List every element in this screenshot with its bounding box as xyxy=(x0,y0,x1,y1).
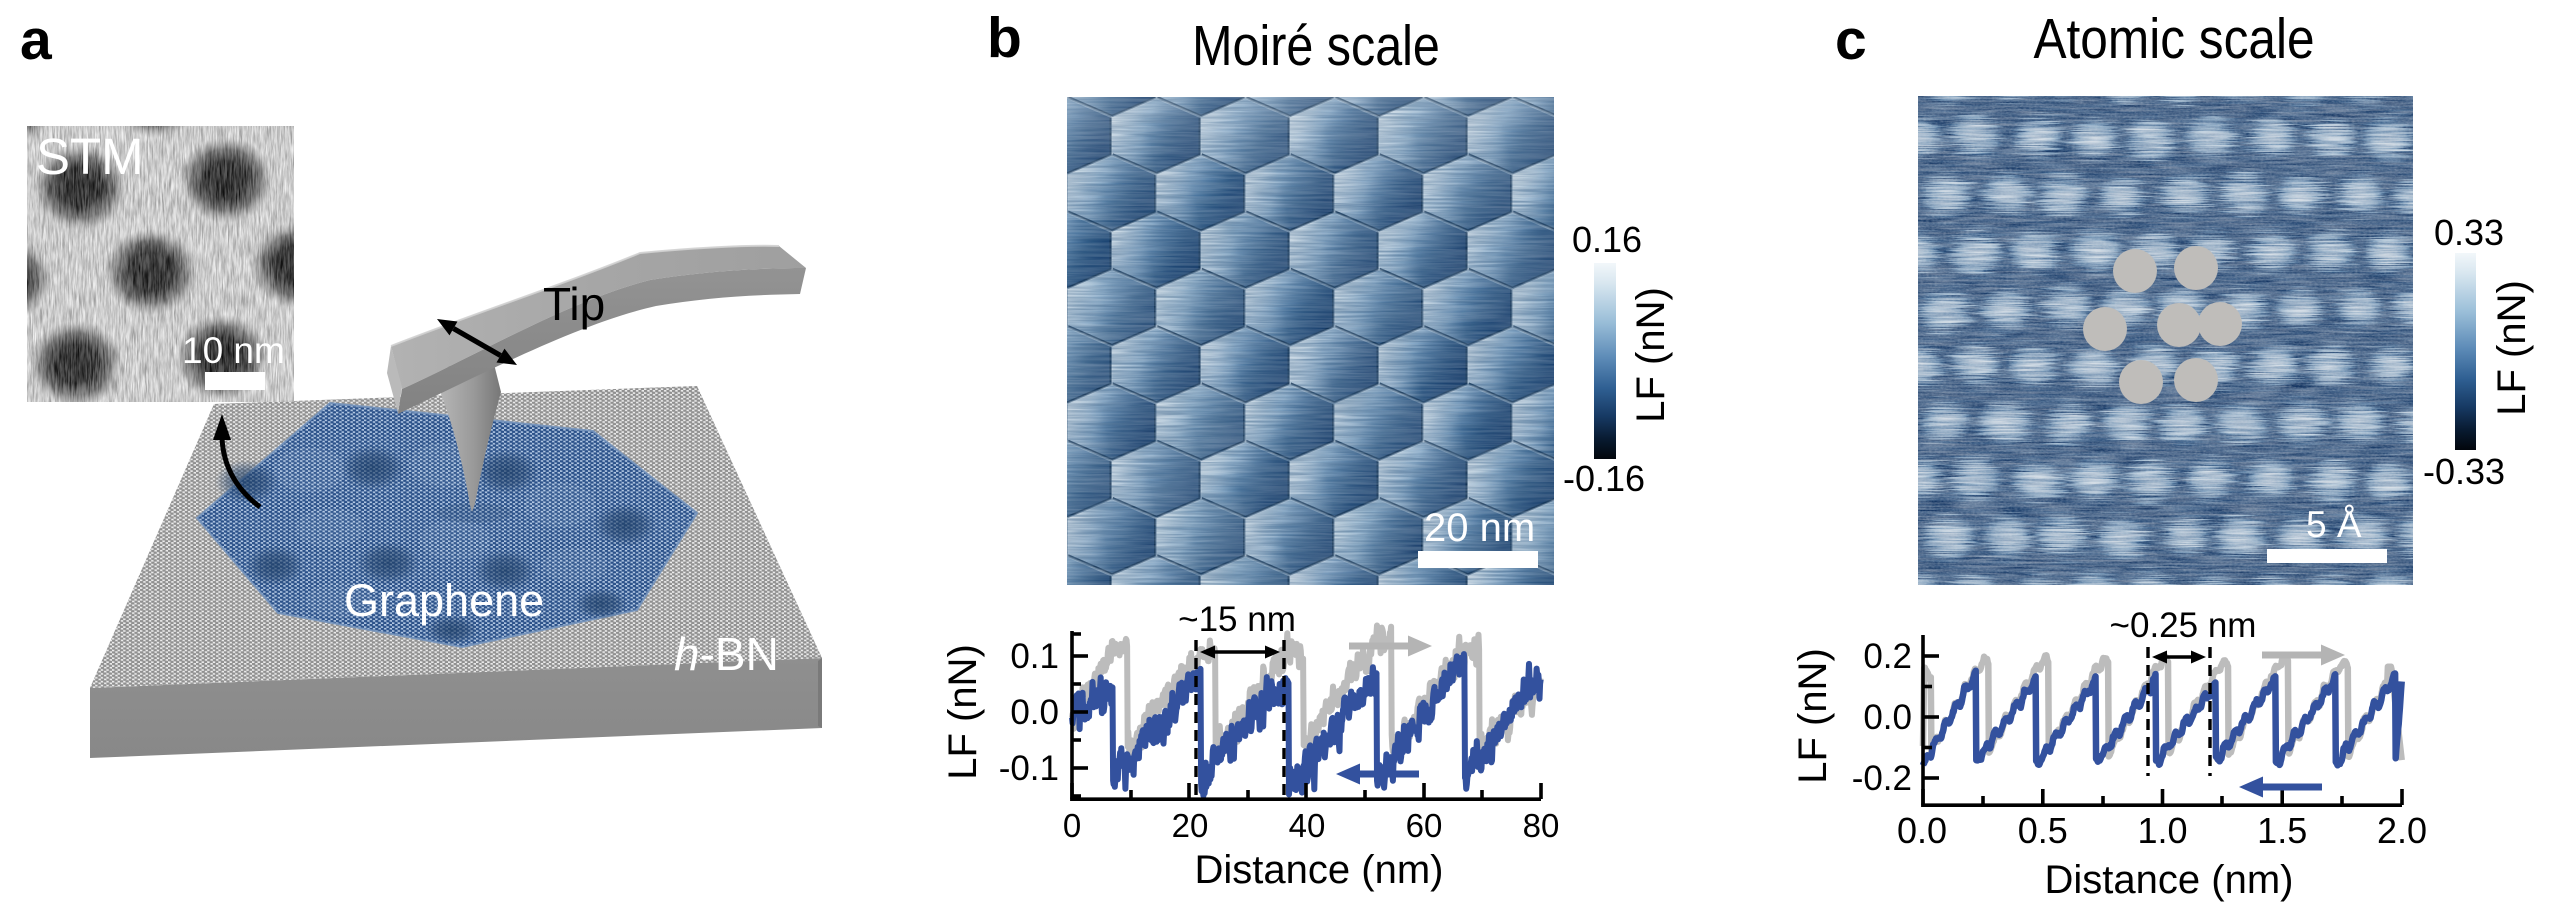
svg-text:20 nm: 20 nm xyxy=(1424,506,1535,550)
svg-text:~15 nm: ~15 nm xyxy=(1178,600,1296,639)
svg-text:60: 60 xyxy=(1406,807,1443,844)
svg-text:~0.25 nm: ~0.25 nm xyxy=(2110,606,2257,645)
svg-text:-0.2: -0.2 xyxy=(1852,759,1912,798)
svg-text:Distance (nm): Distance (nm) xyxy=(1195,848,1444,892)
svg-text:10 nm: 10 nm xyxy=(182,330,285,371)
svg-text:2.0: 2.0 xyxy=(2377,810,2427,851)
svg-text:-0.1: -0.1 xyxy=(999,749,1059,788)
svg-text:80: 80 xyxy=(1523,807,1560,844)
svg-text:LF (nN): LF (nN) xyxy=(941,644,985,780)
svg-text:0.5: 0.5 xyxy=(2018,810,2068,851)
svg-text:1.5: 1.5 xyxy=(2257,810,2307,851)
svg-text:Graphene: Graphene xyxy=(344,575,544,626)
svg-text:Tip: Tip xyxy=(543,278,605,330)
svg-text:STM: STM xyxy=(36,128,144,185)
svg-text:1.0: 1.0 xyxy=(2137,810,2187,851)
svg-text:h-BN: h-BN xyxy=(674,628,779,680)
svg-text:5 Å: 5 Å xyxy=(2306,504,2362,545)
svg-text:0.1: 0.1 xyxy=(1010,637,1059,676)
svg-text:Distance (nm): Distance (nm) xyxy=(2045,858,2294,902)
svg-text:0.0: 0.0 xyxy=(1863,698,1912,737)
svg-text:40: 40 xyxy=(1289,807,1326,844)
svg-text:0: 0 xyxy=(1063,807,1081,844)
svg-text:0.2: 0.2 xyxy=(1863,637,1912,676)
svg-text:20: 20 xyxy=(1172,807,1209,844)
svg-text:0.0: 0.0 xyxy=(1010,693,1059,732)
svg-text:0.0: 0.0 xyxy=(1897,810,1947,851)
svg-text:LF (nN): LF (nN) xyxy=(1791,648,1835,784)
